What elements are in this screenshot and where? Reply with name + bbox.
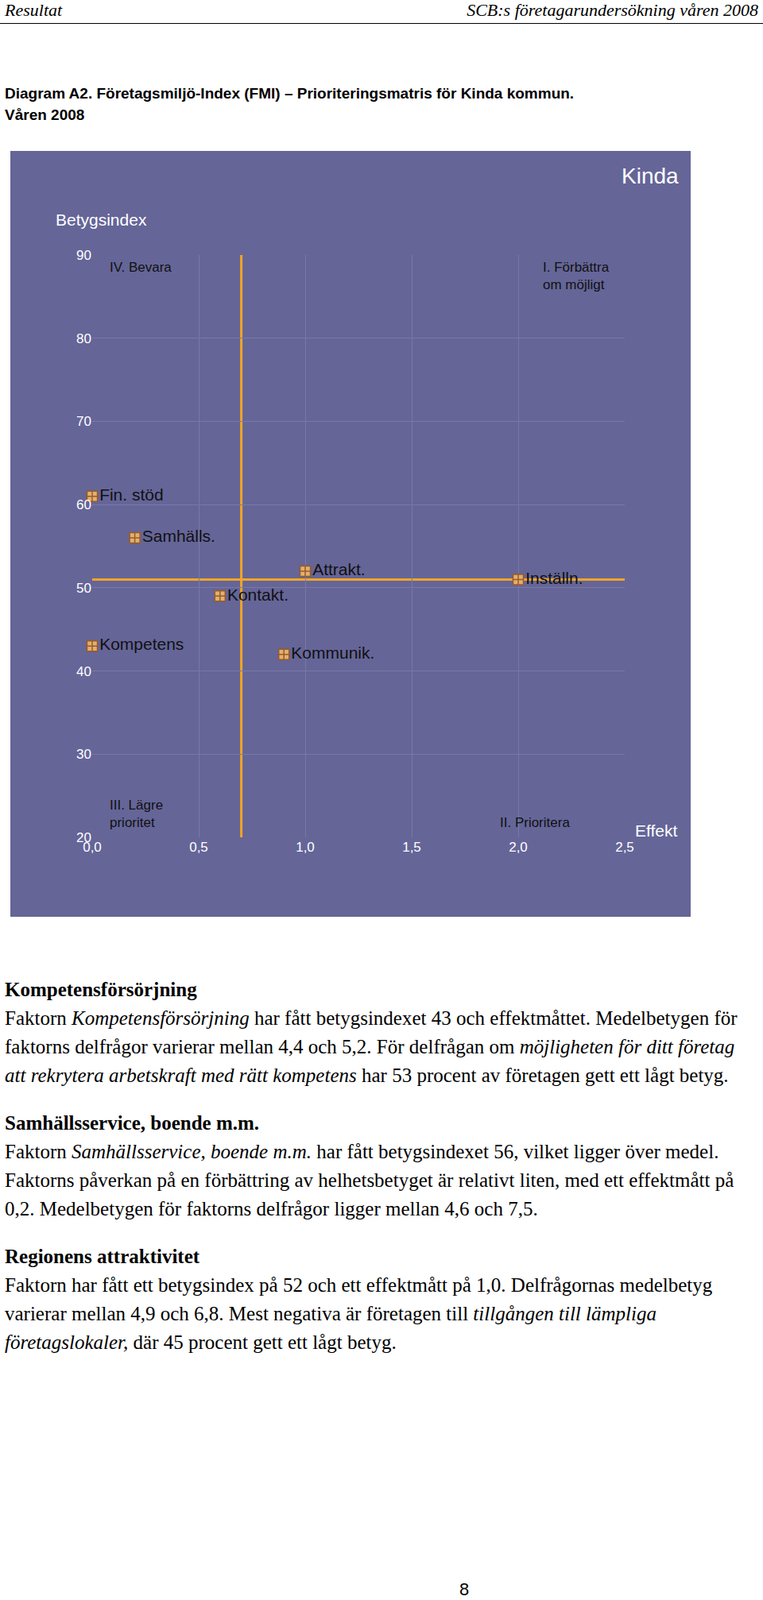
html-text:8: 8 (459, 1580, 470, 1600)
html-text:Samhällsservice, boende m.m.: Samhällsservice, boende m.m. (4, 1112, 260, 1135)
svg-text:40: 40 (76, 664, 92, 680)
svg-text:Samhälls.: Samhälls. (142, 526, 216, 546)
svg-text:Kommunik.: Kommunik. (290, 643, 375, 663)
html-text:Resultat: Resultat (4, 0, 63, 20)
svg-text:2,0: 2,0 (508, 840, 528, 856)
svg-text:Kompetens: Kompetens (99, 635, 184, 654)
html-text:Faktorn Kompetensförsörjning h: Faktorn Kompetensförsörjning har fått be… (4, 1007, 738, 1087)
svg-text:II. Prioritera: II. Prioritera (499, 815, 570, 831)
svg-text:80: 80 (76, 331, 92, 347)
svg-text:0,5: 0,5 (189, 840, 209, 856)
svg-text:I. Förbättraom möjligt: I. Förbättraom möjligt (542, 259, 610, 293)
svg-text:Kinda: Kinda (621, 163, 679, 189)
svg-text:20: 20 (76, 830, 92, 846)
svg-text:1,0: 1,0 (295, 840, 315, 856)
svg-text:Attrakt.: Attrakt. (312, 560, 366, 579)
svg-text:1,5: 1,5 (402, 840, 422, 856)
svg-text:30: 30 (76, 747, 92, 763)
svg-text:70: 70 (76, 414, 92, 430)
svg-text:III. Lägreprioritet: III. Lägreprioritet (109, 797, 163, 831)
html-text:Faktorn Samhällsservice, boend: Faktorn Samhällsservice, boende m.m. har… (4, 1141, 734, 1221)
svg-text:60: 60 (76, 497, 92, 513)
svg-text:Betygsindex: Betygsindex (55, 210, 148, 229)
html-text:Faktorn har fått ett betygsind: Faktorn har fått ett betygsindex på 52 o… (4, 1274, 713, 1354)
html-text:Kompetensförsörjning: Kompetensförsörjning (4, 979, 197, 1001)
html-text:Våren 2008: Våren 2008 (4, 106, 85, 124)
svg-text:Fin. stöd: Fin. stöd (99, 485, 164, 504)
svg-text:Kontakt.: Kontakt. (227, 585, 289, 605)
html-text:Regionens attraktivitet: Regionens attraktivitet (4, 1246, 200, 1268)
svg-text:90: 90 (76, 247, 92, 264)
html-text:SCB:s företagarundersökning vå: SCB:s företagarundersökning våren 2008 (466, 0, 759, 20)
svg-text:0,0: 0,0 (82, 840, 102, 856)
svg-text:Inställn.: Inställn. (525, 569, 583, 588)
svg-text:Effekt: Effekt (635, 821, 678, 841)
svg-text:IV. Bevara: IV. Bevara (109, 259, 172, 275)
svg-text:50: 50 (76, 580, 92, 597)
svg-text:2,5: 2,5 (615, 840, 635, 856)
html-text:Diagram A2. Företagsmiljö-Inde: Diagram A2. Företagsmiljö-Index (FMI) – … (4, 85, 574, 102)
